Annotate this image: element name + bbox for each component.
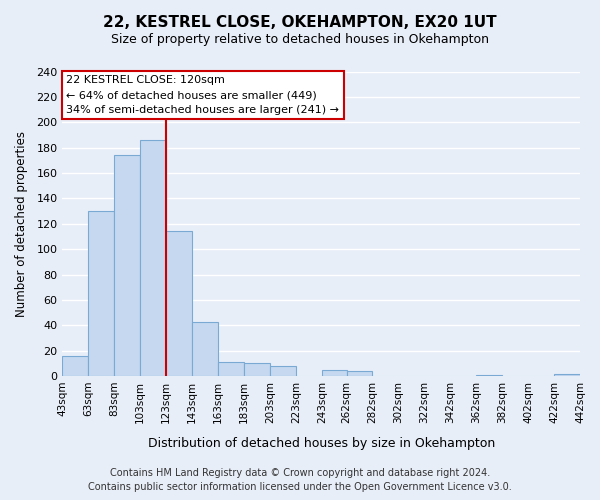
Text: 22, KESTREL CLOSE, OKEHAMPTON, EX20 1UT: 22, KESTREL CLOSE, OKEHAMPTON, EX20 1UT: [103, 15, 497, 30]
Bar: [140, 140, 166, 376]
Text: 22 KESTREL CLOSE: 120sqm
← 64% of detached houses are smaller (449)
34% of semi-: 22 KESTREL CLOSE: 120sqm ← 64% of detach…: [67, 76, 340, 115]
Bar: [270, 366, 296, 376]
Bar: [166, 232, 192, 376]
Bar: [347, 371, 373, 376]
Bar: [62, 356, 88, 376]
X-axis label: Distribution of detached houses by size in Okehampton: Distribution of detached houses by size …: [148, 437, 495, 450]
Bar: [244, 364, 270, 376]
Bar: [218, 362, 244, 376]
Y-axis label: Number of detached properties: Number of detached properties: [15, 131, 28, 317]
Bar: [476, 375, 502, 376]
Bar: [192, 322, 218, 376]
Bar: [322, 370, 347, 376]
Text: Contains HM Land Registry data © Crown copyright and database right 2024.
Contai: Contains HM Land Registry data © Crown c…: [88, 468, 512, 492]
Bar: [554, 374, 580, 376]
Text: Size of property relative to detached houses in Okehampton: Size of property relative to detached ho…: [111, 32, 489, 46]
Bar: [115, 156, 140, 376]
Bar: [88, 211, 115, 376]
